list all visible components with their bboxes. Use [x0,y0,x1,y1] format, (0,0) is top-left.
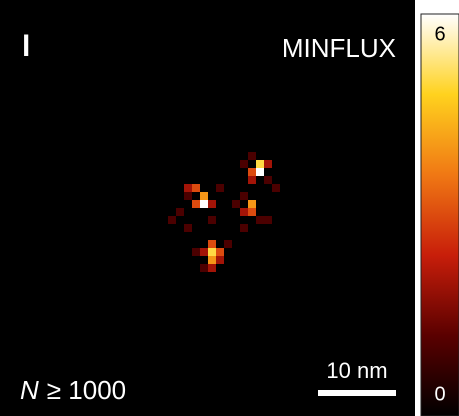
pixel [200,264,208,272]
pixel [200,192,208,200]
pixel [208,264,216,272]
pixel [248,176,256,184]
scale-bar-label: 10 nm [326,358,387,383]
pixel [192,184,200,192]
colorbar-tick-label: 0 [434,383,445,405]
pixel [232,200,240,208]
pixel [216,184,224,192]
annotation: N ≥ 1000 [20,375,126,405]
pixel [216,248,224,256]
pixel [192,248,200,256]
pixel [168,216,176,224]
pixel [256,160,264,168]
pixel [256,216,264,224]
pixel [224,240,232,248]
pixel [200,248,208,256]
pixel [264,216,272,224]
pixel [208,248,216,256]
pixel [240,192,248,200]
colorbar-tick-label: 6 [434,23,445,45]
pixel [208,240,216,248]
pixel [248,168,256,176]
pixel [248,208,256,216]
panel-label: l [22,30,30,63]
colorbar [421,14,459,416]
pixel [208,200,216,208]
pixel [184,192,192,200]
pixel [240,224,248,232]
pixel [248,152,256,160]
pixel [184,184,192,192]
pixel [240,208,248,216]
annotation-symbol: N [20,375,39,405]
annotation-text: ≥ 1000 [47,375,126,405]
pixel [176,208,184,216]
pixel [272,184,280,192]
pixel [264,160,272,168]
pixel [208,216,216,224]
pixel [192,200,200,208]
pixel [208,256,216,264]
pixel [200,200,208,208]
pixel [216,256,224,264]
pixel [184,224,192,232]
figure-panel: l MINFLUX N ≥ 1000 10 nm 0 6 [0,0,459,416]
pixel [240,160,248,168]
page: {"chart_data": {"type": "heatmap", "pane… [0,0,459,416]
image-title: MINFLUX [282,33,396,63]
pixel [256,168,264,176]
pixel [248,200,256,208]
pixel [264,176,272,184]
